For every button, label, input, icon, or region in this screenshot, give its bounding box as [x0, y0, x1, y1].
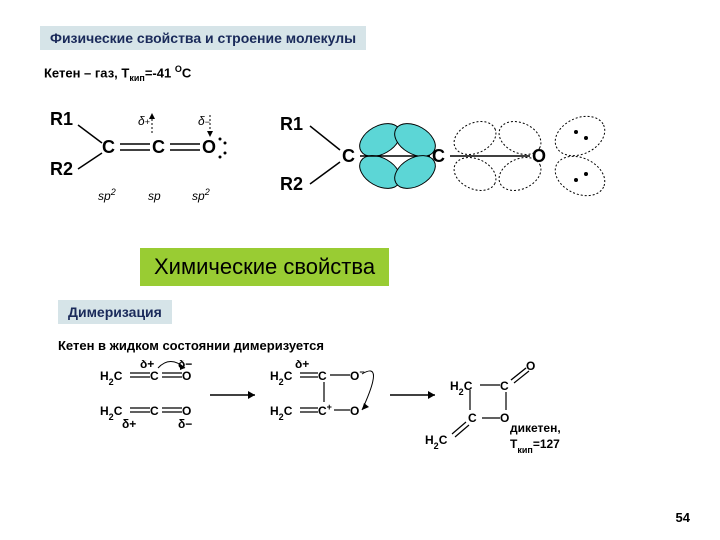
delta-plus: δ+	[138, 114, 150, 128]
sp2-label-1: sp2	[98, 187, 116, 203]
svg-text:H2C: H2C	[270, 369, 293, 387]
lewis-structure-diagram: R1 R2 C C O δ+ δ− sp2 sp sp2	[40, 95, 260, 225]
delta-minus: δ−	[198, 114, 210, 128]
physical-properties-heading: Физические свойства и строение молекулы	[40, 26, 366, 50]
svg-text:δ+: δ+	[140, 360, 154, 371]
bp-end: С	[182, 65, 191, 80]
orb-o: O	[532, 146, 546, 166]
lewis-c2: C	[152, 137, 165, 157]
lewis-c1: C	[102, 137, 115, 157]
sp-label: sp	[148, 189, 161, 203]
svg-text:O−: O−	[350, 367, 365, 383]
dimerization-text: Кетен в жидком состоянии димеризуется	[58, 338, 324, 353]
orbital-diagram: R1 R2 C C O	[280, 90, 700, 230]
svg-text:O: O	[350, 404, 359, 418]
svg-text:O: O	[526, 360, 535, 373]
dimerization-heading: Димеризация	[58, 300, 172, 324]
chemical-properties-heading: Химические свойства	[140, 248, 389, 286]
svg-text:H2C: H2C	[100, 404, 123, 422]
svg-text:C: C	[150, 369, 159, 383]
diketene-label: дикетен,	[510, 421, 561, 435]
svg-text:O: O	[182, 404, 191, 418]
dimerization-reaction: H2C C O δ+ δ− H2C C O δ+ δ− H2C C O− δ+ …	[100, 360, 640, 470]
bp-prefix: Кетен – газ, Т	[44, 65, 129, 80]
svg-text:C: C	[468, 411, 477, 425]
svg-text:δ−: δ−	[178, 417, 192, 431]
svg-text:C: C	[500, 379, 509, 393]
bp-suffix: =-41	[145, 65, 175, 80]
svg-text:δ+: δ+	[295, 360, 309, 371]
svg-text:H2C: H2C	[100, 369, 123, 387]
sp2-label-2: sp2	[192, 187, 210, 203]
svg-text:Ткип=127: Ткип=127	[510, 437, 560, 455]
lewis-o: O	[202, 137, 216, 157]
orb-c1: C	[342, 146, 355, 166]
page-number: 54	[676, 510, 690, 525]
svg-text:C: C	[318, 369, 327, 383]
svg-text:O: O	[500, 411, 509, 425]
bp-sup: О	[175, 64, 182, 74]
orb-r2: R2	[280, 174, 303, 194]
svg-text:H2C: H2C	[270, 404, 293, 422]
svg-text:H2C: H2C	[450, 379, 473, 397]
lewis-r1: R1	[50, 109, 73, 129]
bp-sub: кип	[129, 73, 144, 83]
svg-text:C: C	[150, 404, 159, 418]
orb-r1: R1	[280, 114, 303, 134]
svg-text:H2C: H2C	[425, 433, 448, 451]
boiling-point-text: Кетен – газ, Ткип=-41 ОС	[44, 64, 191, 83]
svg-text:C+: C+	[318, 402, 332, 418]
svg-text:δ+: δ+	[122, 417, 136, 431]
lewis-r2: R2	[50, 159, 73, 179]
svg-text:O: O	[182, 369, 191, 383]
